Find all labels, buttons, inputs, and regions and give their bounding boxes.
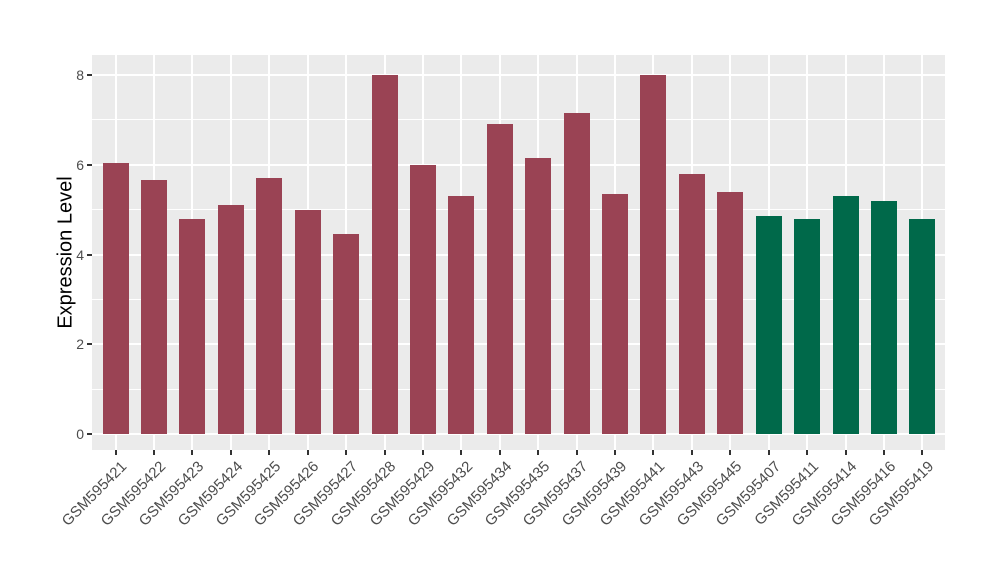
- bar-GSM595416: [871, 200, 897, 434]
- y-tick-label-4: 4: [76, 246, 84, 263]
- bar-GSM595437: [563, 113, 590, 434]
- gridline-major-y4: [92, 253, 945, 256]
- x-tick-mark-GSM595423: [191, 450, 194, 455]
- bar-GSM595429: [409, 164, 436, 434]
- y-tick-mark-4: [87, 253, 92, 256]
- x-tick-mark-GSM595419: [921, 450, 924, 455]
- y-tick-mark-0: [87, 433, 92, 435]
- y-tick-label-0: 0: [76, 426, 84, 442]
- y-tick-label-6: 6: [76, 156, 84, 173]
- x-tick-mark-GSM595428: [383, 450, 386, 455]
- x-tick-mark-GSM595414: [844, 450, 847, 455]
- x-tick-mark-GSM595437: [575, 450, 578, 455]
- x-tick-mark-GSM595426: [306, 450, 309, 455]
- y-tick-mark-8: [87, 74, 92, 76]
- x-tick-mark-GSM595422: [153, 450, 156, 455]
- bar-GSM595443: [678, 173, 705, 434]
- bar-GSM595445: [717, 191, 744, 434]
- bar-GSM595435: [525, 158, 552, 434]
- bar-GSM595419: [909, 218, 936, 434]
- bar-GSM595427: [333, 234, 360, 434]
- gridline-minor-y1: [92, 388, 945, 390]
- bar-GSM595423: [179, 218, 206, 434]
- bar-GSM595441: [640, 75, 667, 434]
- gridline-major-y8: [92, 74, 945, 76]
- gridline-minor-y3: [92, 298, 945, 300]
- bar-GSM595425: [256, 178, 283, 434]
- gridline-minor-y5: [92, 209, 945, 211]
- bar-GSM595407: [755, 216, 782, 434]
- x-tick-mark-GSM595411: [806, 450, 809, 455]
- bar-GSM595411: [794, 218, 821, 434]
- y-tick-label-8: 8: [76, 67, 84, 83]
- plot-panel: [92, 55, 945, 450]
- bar-GSM595428: [371, 75, 398, 434]
- x-tick-mark-GSM595429: [421, 450, 424, 455]
- x-tick-mark-GSM595441: [652, 450, 655, 455]
- bar-GSM595426: [294, 209, 321, 434]
- y-tick-mark-2: [87, 343, 92, 346]
- x-tick-mark-GSM595407: [767, 450, 770, 455]
- gridline-major-y2: [92, 343, 945, 346]
- x-tick-mark-GSM595439: [614, 450, 617, 455]
- gridline-major-y6: [92, 163, 945, 166]
- bar-GSM595421: [102, 162, 129, 434]
- y-tick-label-2: 2: [76, 336, 84, 353]
- x-tick-mark-GSM595443: [690, 450, 693, 455]
- y-tick-mark-6: [87, 163, 92, 166]
- x-tick-mark-GSM595425: [268, 450, 271, 455]
- bar-GSM595422: [141, 180, 168, 434]
- x-tick-mark-GSM595416: [883, 450, 885, 455]
- x-tick-mark-GSM595435: [537, 450, 540, 455]
- bar-GSM595432: [448, 196, 475, 434]
- x-tick-mark-GSM595427: [345, 450, 348, 455]
- bar-GSM595424: [217, 205, 244, 434]
- gridline-major-y0: [92, 433, 945, 435]
- x-tick-mark-GSM595432: [460, 450, 463, 455]
- x-tick-mark-GSM595445: [729, 450, 732, 455]
- bar-GSM595414: [832, 196, 859, 434]
- x-tick-mark-GSM595424: [229, 450, 232, 455]
- gridline-minor-y7: [92, 119, 945, 121]
- bar-GSM595439: [602, 193, 629, 434]
- x-tick-mark-GSM595421: [114, 450, 117, 455]
- x-tick-mark-GSM595434: [498, 450, 501, 455]
- bar-GSM595434: [486, 124, 513, 434]
